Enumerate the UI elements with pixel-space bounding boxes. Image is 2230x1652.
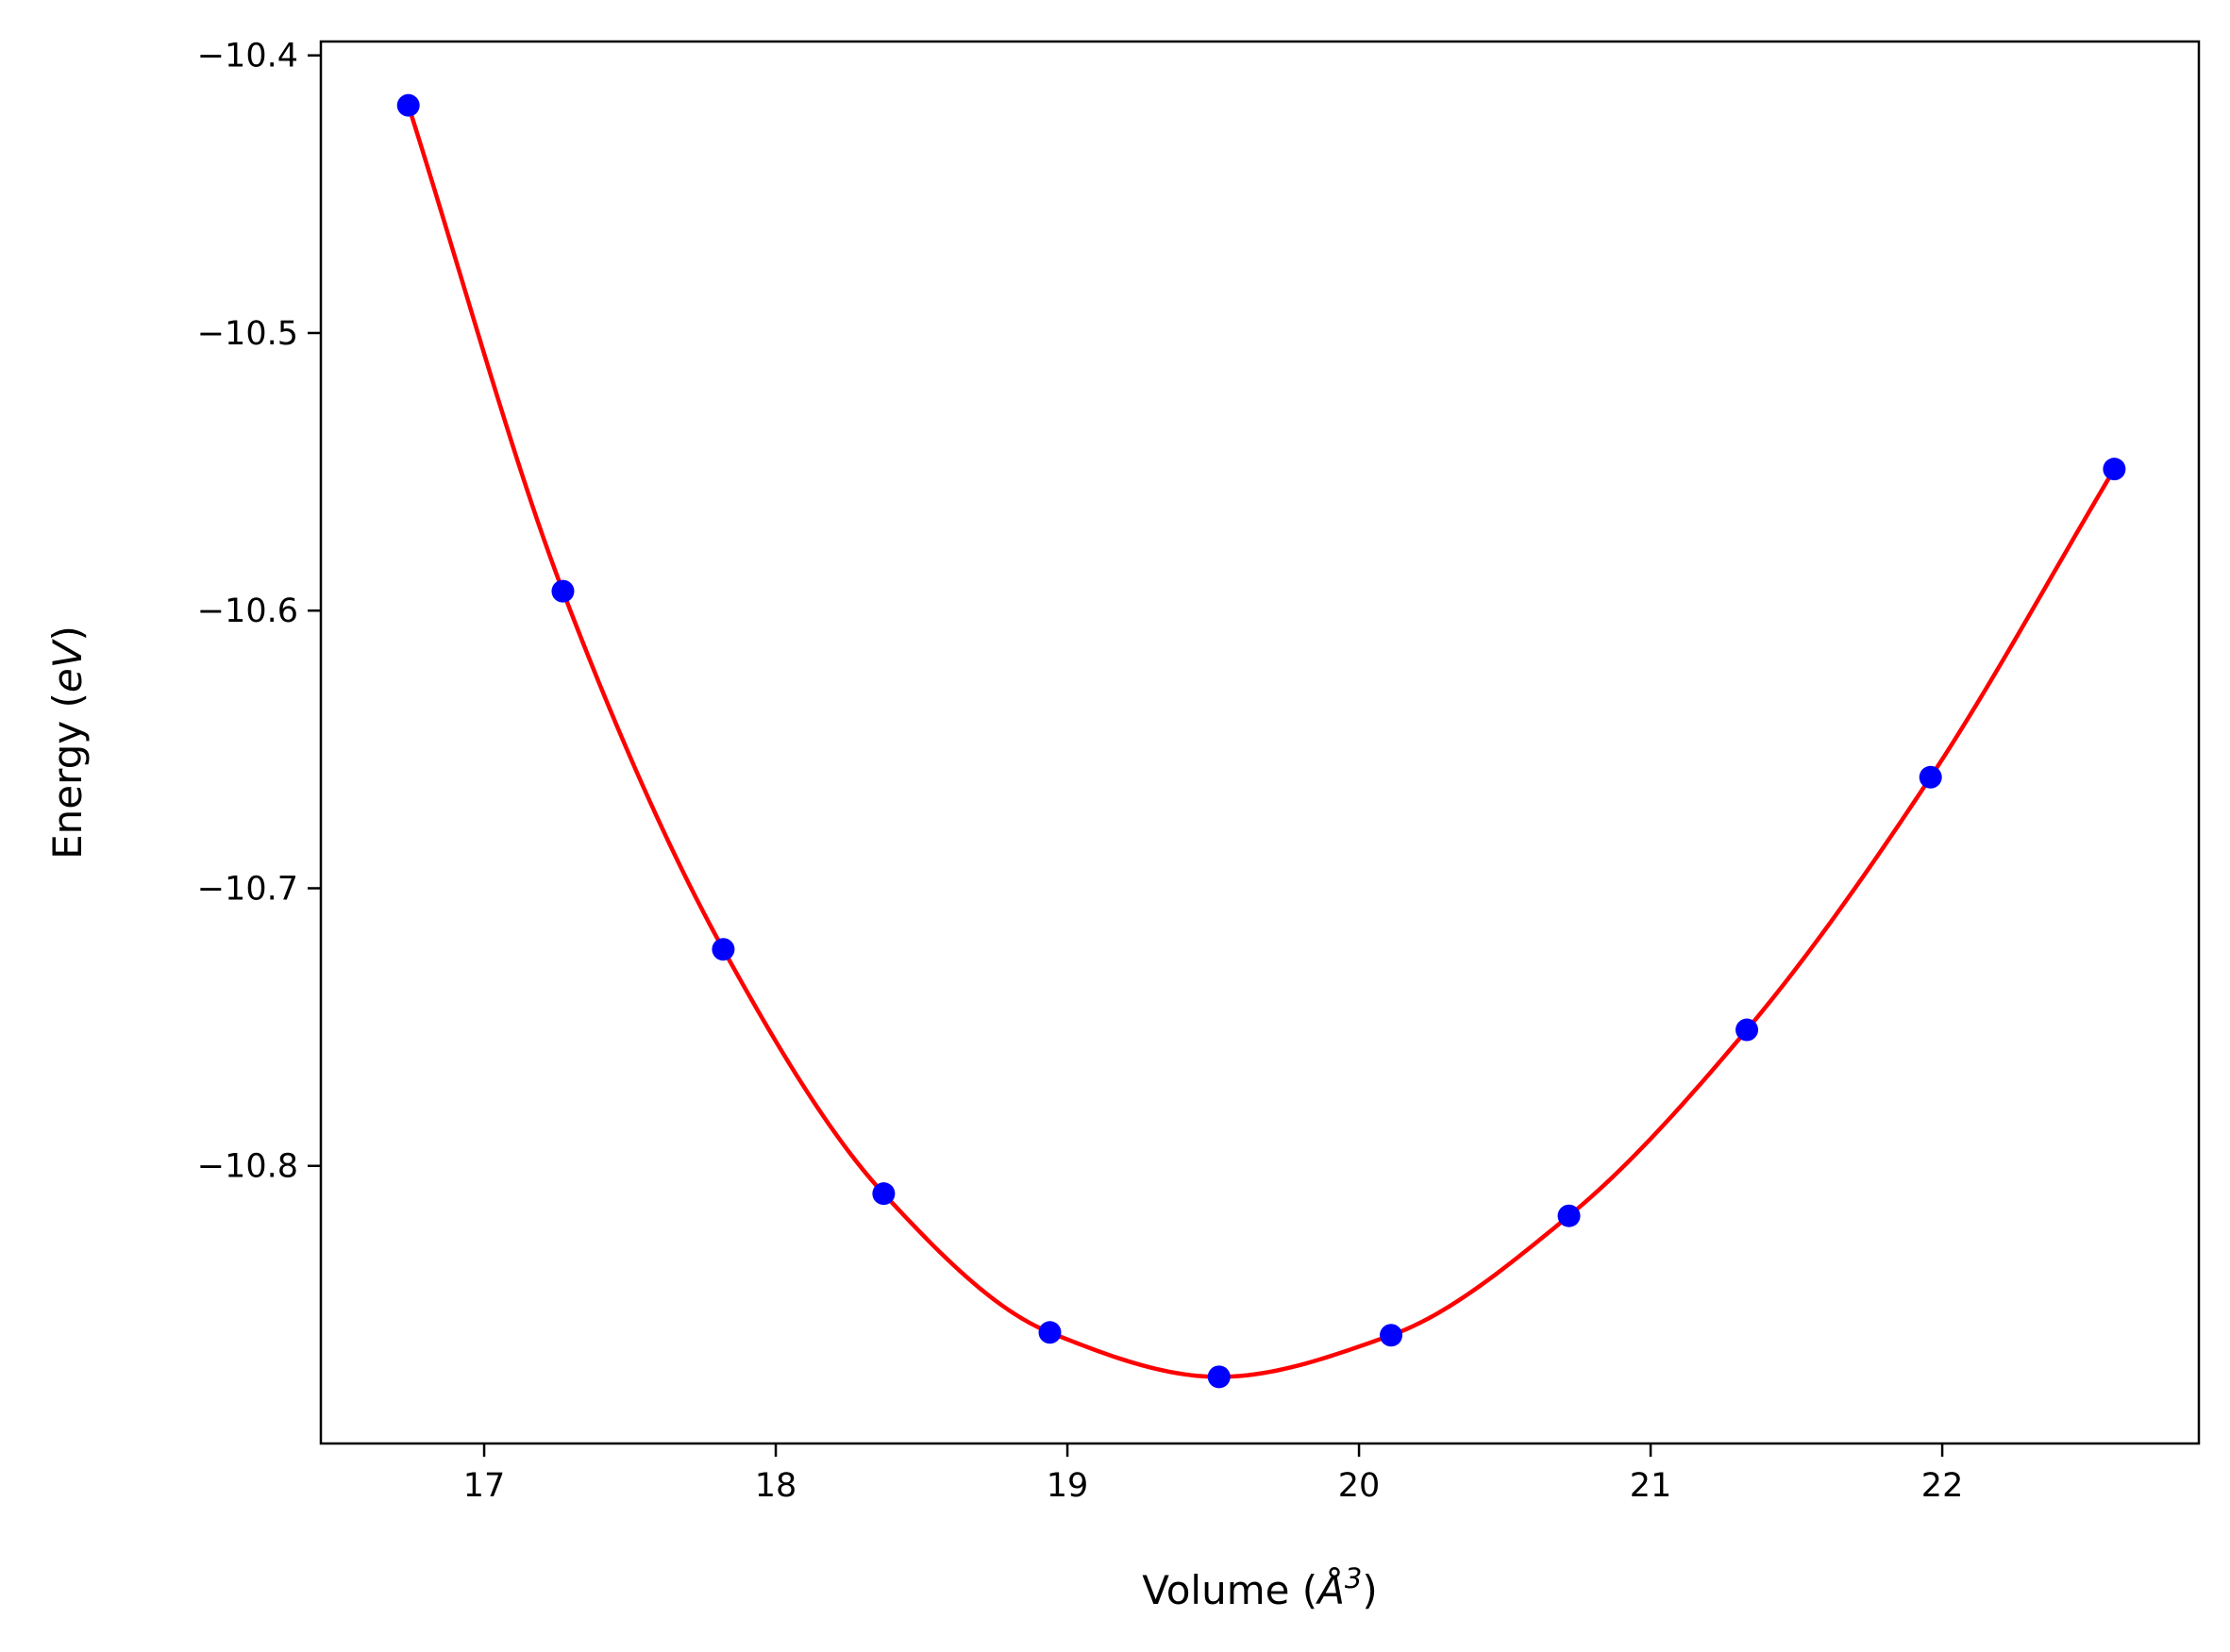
data-point <box>396 93 420 117</box>
x-tick-label: 20 <box>1338 1467 1381 1505</box>
y-axis-label: Energy (eV) <box>44 626 91 859</box>
data-point <box>2103 458 2126 481</box>
data-point <box>872 1182 896 1206</box>
data-point <box>1207 1365 1231 1389</box>
x-tick-label: 17 <box>463 1467 506 1505</box>
y-axis: −10.4 −10.5 −10.6 −10.7 −10.8 <box>197 38 321 1186</box>
y-tick-label: −10.8 <box>197 1148 298 1186</box>
data-point <box>712 938 735 961</box>
x-axis: 17 18 19 20 21 22 <box>463 1443 1964 1505</box>
data-point <box>1038 1321 1062 1344</box>
x-tick-label: 22 <box>1921 1467 1964 1505</box>
plot-content <box>396 93 2126 1389</box>
data-point <box>1380 1324 1403 1347</box>
y-tick-label: −10.4 <box>197 38 298 75</box>
data-point <box>1919 765 1942 789</box>
y-tick-label: −10.5 <box>197 315 298 353</box>
x-axis-label: Volume (Å3) <box>1142 1562 1378 1613</box>
data-point <box>1557 1204 1581 1227</box>
plot-frame <box>319 40 2201 1445</box>
data-point <box>551 579 575 603</box>
x-tick-label: 19 <box>1047 1467 1089 1505</box>
data-point <box>1735 1018 1759 1042</box>
y-tick-label: −10.6 <box>197 592 298 630</box>
x-tick-label: 18 <box>755 1467 797 1505</box>
x-tick-label: 21 <box>1630 1467 1672 1505</box>
y-tick-label: −10.7 <box>197 870 298 908</box>
